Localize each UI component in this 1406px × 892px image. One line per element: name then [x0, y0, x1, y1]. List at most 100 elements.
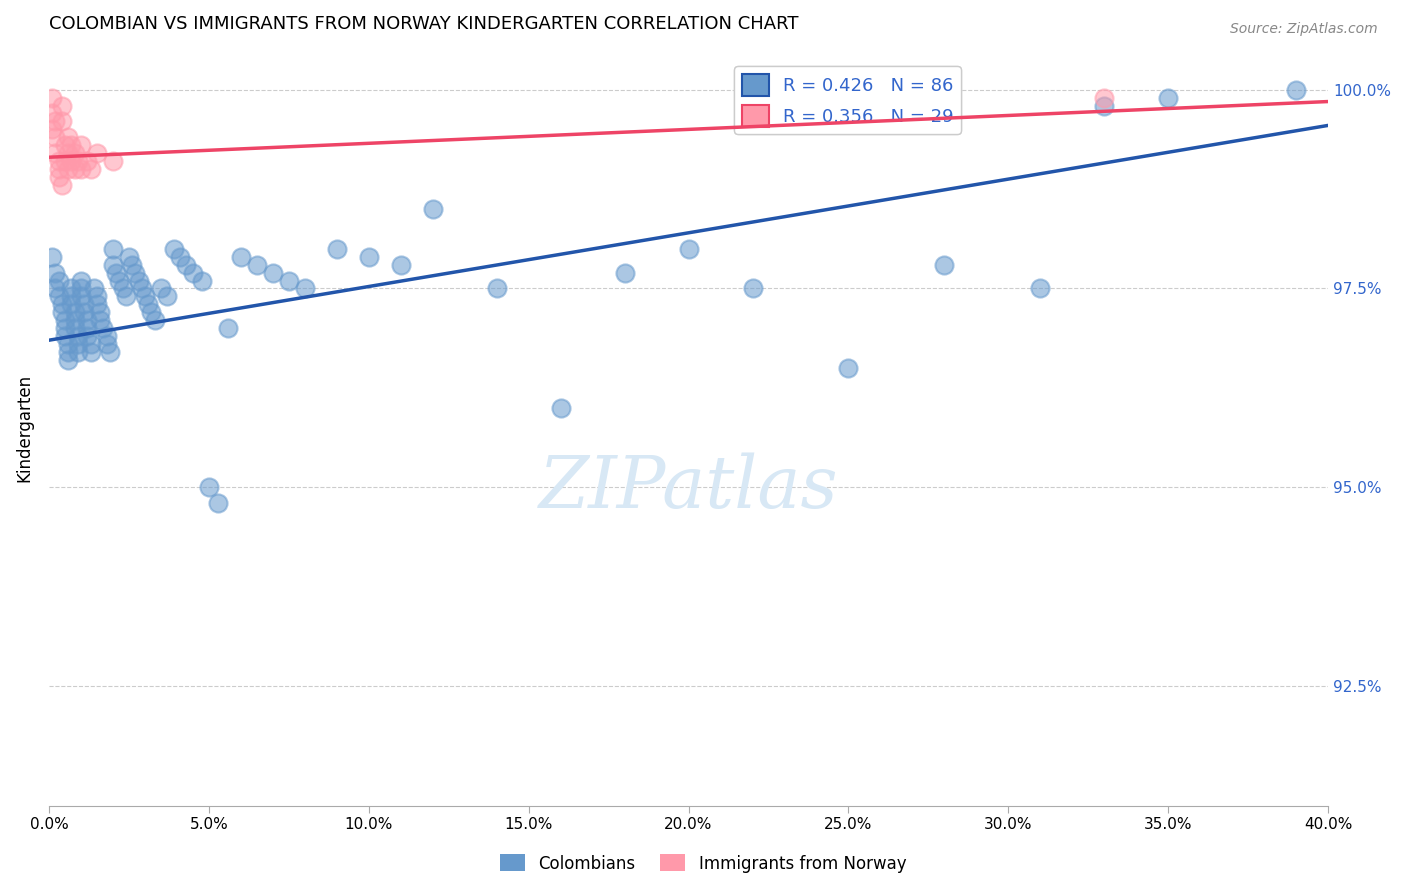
Point [66, 345, 89, 359]
Point [131, 281, 153, 295]
Text: Source: ZipAtlas.com: Source: ZipAtlas.com [1230, 22, 1378, 37]
Legend: R = 0.426   N = 86, R = 0.356   N = 29: R = 0.426 N = 86, R = 0.356 N = 29 [734, 66, 960, 134]
Point [101, 154, 124, 169]
Point [51, 305, 73, 319]
Point [277, 274, 299, 288]
Point [837, 361, 859, 376]
Point [181, 266, 204, 280]
Point [51, 98, 73, 112]
Point [207, 496, 229, 510]
Point [41, 122, 63, 136]
Point [51, 297, 73, 311]
Point [294, 281, 316, 295]
Point [53, 138, 76, 153]
Point [136, 297, 159, 311]
Point [51, 114, 73, 128]
Point [118, 250, 141, 264]
Point [1092, 98, 1115, 112]
Point [79, 337, 101, 351]
Point [86, 146, 108, 161]
Point [134, 289, 156, 303]
Point [141, 305, 163, 319]
Legend: Colombians, Immigrants from Norway: Colombians, Immigrants from Norway [494, 847, 912, 880]
Point [176, 258, 198, 272]
Point [89, 313, 111, 327]
Point [79, 345, 101, 359]
Point [66, 154, 89, 169]
Point [613, 266, 636, 280]
Point [70, 138, 93, 153]
Point [63, 313, 86, 327]
Text: ZIPatlas: ZIPatlas [538, 453, 838, 524]
Point [56, 337, 79, 351]
Point [73, 297, 96, 311]
Point [66, 329, 89, 343]
Point [51, 178, 73, 192]
Point [60, 281, 83, 295]
Point [143, 313, 166, 327]
Point [48, 274, 70, 288]
Point [60, 154, 83, 169]
Point [56, 146, 79, 161]
Point [83, 281, 105, 295]
Point [79, 162, 101, 177]
Point [44, 130, 66, 145]
Point [550, 401, 572, 415]
Point [156, 289, 179, 303]
Point [48, 162, 70, 177]
Point [48, 289, 70, 303]
Point [76, 321, 98, 335]
Point [56, 345, 79, 359]
Point [1092, 90, 1115, 104]
Point [485, 281, 508, 295]
Point [56, 162, 79, 177]
Point [63, 146, 86, 161]
Point [66, 337, 89, 351]
Point [96, 329, 118, 343]
Point [44, 146, 66, 161]
Point [149, 281, 172, 295]
Point [48, 170, 70, 185]
Point [44, 281, 66, 295]
Point [198, 480, 221, 494]
Point [70, 289, 93, 303]
Point [63, 321, 86, 335]
Point [1285, 82, 1308, 96]
Point [76, 154, 98, 169]
Point [86, 289, 108, 303]
Point [326, 242, 349, 256]
Point [70, 281, 93, 295]
Point [56, 353, 79, 368]
Point [389, 258, 412, 272]
Point [76, 313, 98, 327]
Point [101, 242, 124, 256]
Point [191, 274, 214, 288]
Point [76, 329, 98, 343]
Point [60, 289, 83, 303]
Point [70, 274, 93, 288]
Point [60, 138, 83, 153]
Point [63, 162, 86, 177]
Point [121, 258, 143, 272]
Point [1029, 281, 1052, 295]
Point [48, 154, 70, 169]
Point [108, 274, 131, 288]
Point [246, 258, 269, 272]
Point [70, 162, 93, 177]
Point [73, 305, 96, 319]
Point [163, 242, 186, 256]
Point [53, 154, 76, 169]
Point [1157, 90, 1180, 104]
Point [53, 329, 76, 343]
Point [101, 258, 124, 272]
Point [98, 345, 121, 359]
Point [44, 266, 66, 280]
Point [105, 266, 128, 280]
Point [44, 114, 66, 128]
Point [217, 321, 239, 335]
Text: COLOMBIAN VS IMMIGRANTS FROM NORWAY KINDERGARTEN CORRELATION CHART: COLOMBIAN VS IMMIGRANTS FROM NORWAY KIND… [49, 15, 799, 33]
Point [111, 281, 134, 295]
Point [41, 250, 63, 264]
Point [934, 258, 956, 272]
Point [89, 305, 111, 319]
